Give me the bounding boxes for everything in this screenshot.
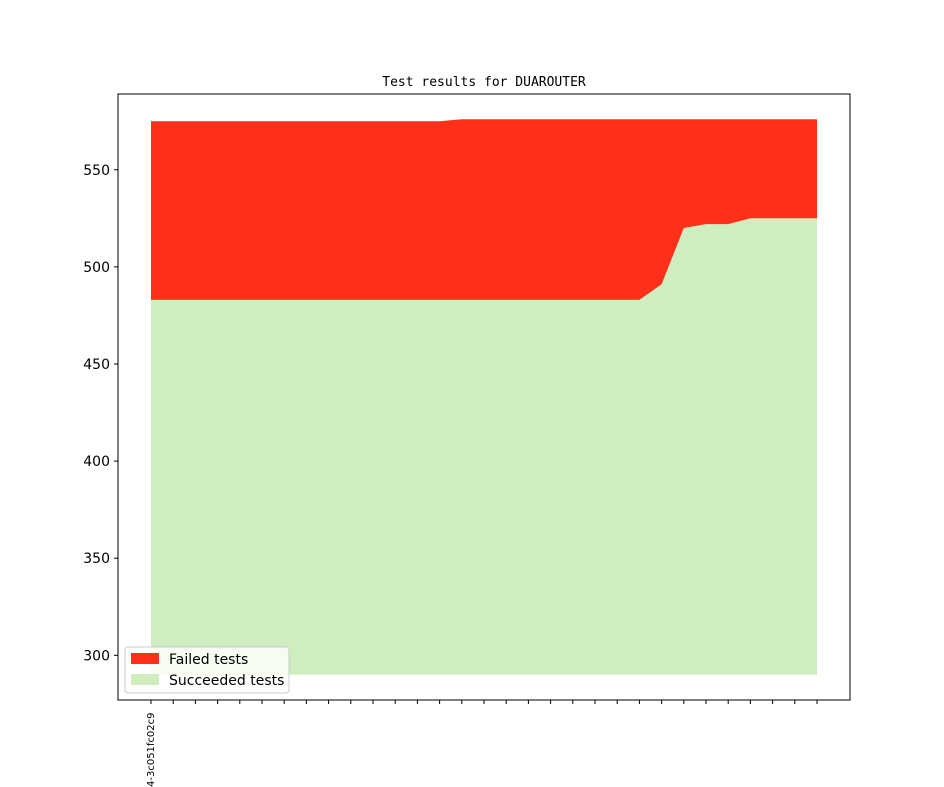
series-failed-area	[151, 119, 817, 300]
series-succeeded-area	[151, 218, 817, 675]
y-tick-label: 350	[83, 551, 110, 567]
legend-label-failed: Failed tests	[169, 652, 248, 668]
legend-swatch-failed	[131, 653, 159, 664]
x-axis: 4-3c051fc02c9	[146, 700, 818, 787]
legend-swatch-succeeded	[131, 674, 159, 685]
y-axis: 300 350 400 450 500 550	[83, 163, 118, 664]
y-tick-label: 300	[83, 648, 110, 664]
y-tick-label: 450	[83, 357, 110, 373]
y-tick-label: 550	[83, 163, 110, 179]
y-tick-label: 400	[83, 454, 110, 470]
plot-areas	[151, 119, 817, 675]
chart-title: Test results for DUAROUTER	[382, 75, 586, 90]
legend-frame	[124, 646, 290, 694]
legend-label-succeeded: Succeeded tests	[169, 673, 284, 689]
x-tick-label: 4-3c051fc02c9	[146, 712, 157, 787]
y-tick-label: 500	[83, 260, 110, 276]
legend: Failed tests Succeeded tests	[124, 646, 290, 694]
